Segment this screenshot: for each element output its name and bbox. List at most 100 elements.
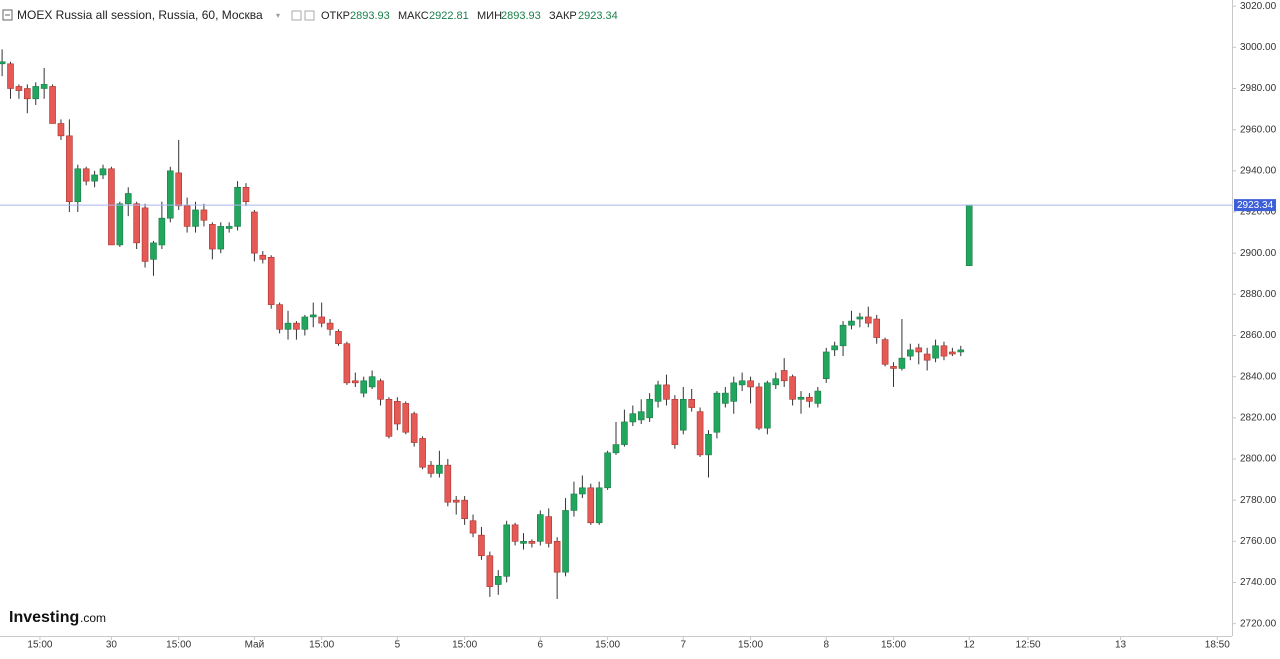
eye-icon[interactable] bbox=[291, 10, 302, 21]
candle-body bbox=[949, 351, 956, 355]
y-tick-label: 2900.00 bbox=[1240, 248, 1277, 259]
x-tick-label: Май bbox=[245, 640, 265, 651]
high-value: 2922.81 bbox=[429, 10, 469, 22]
candle-body bbox=[49, 86, 56, 124]
y-tick-label: 3000.00 bbox=[1240, 42, 1277, 53]
candle-body bbox=[604, 452, 611, 489]
candle-body bbox=[242, 187, 250, 203]
candle-body bbox=[881, 339, 889, 365]
candle-body bbox=[478, 534, 485, 557]
candle-body bbox=[856, 316, 864, 320]
candle-body bbox=[545, 516, 553, 544]
candle-body bbox=[352, 380, 359, 384]
candle-body bbox=[385, 399, 393, 437]
header: MOEX Russia all session, Russia, 60, Мос… bbox=[2, 8, 618, 22]
candle-body bbox=[621, 421, 628, 445]
candle-body bbox=[66, 135, 73, 203]
candle-body bbox=[696, 411, 704, 456]
candle-body bbox=[679, 399, 687, 431]
collapse-icon[interactable] bbox=[2, 9, 13, 21]
candle-body bbox=[32, 86, 40, 100]
candle-body bbox=[335, 331, 342, 345]
candle-body bbox=[469, 520, 477, 534]
x-tick-label: 12:50 bbox=[1016, 640, 1041, 651]
candle-body bbox=[166, 170, 174, 219]
candle-body bbox=[318, 316, 325, 324]
candle-body bbox=[797, 396, 805, 400]
x-tick-label: 13 bbox=[1115, 640, 1127, 651]
x-tick-label: 5 bbox=[395, 640, 401, 651]
brand-suffix: .com bbox=[80, 611, 106, 625]
candle-body bbox=[713, 392, 721, 433]
candle-body bbox=[0, 61, 6, 65]
candles bbox=[0, 49, 973, 599]
last-price-tag bbox=[1234, 199, 1276, 212]
candle-body bbox=[965, 204, 973, 266]
x-tick-label: 15:00 bbox=[595, 640, 620, 651]
candle-body bbox=[124, 193, 132, 205]
y-tick-label: 2860.00 bbox=[1240, 330, 1277, 341]
x-tick-label: 30 bbox=[106, 640, 118, 651]
candle-body bbox=[831, 345, 838, 351]
candle-body bbox=[595, 487, 603, 524]
candle-body bbox=[646, 399, 653, 419]
candle-body bbox=[747, 380, 754, 388]
high-label: МАКС bbox=[398, 10, 429, 22]
candle-body bbox=[587, 487, 595, 524]
candle-body bbox=[730, 382, 738, 402]
candle-body bbox=[150, 242, 157, 260]
candle-body bbox=[192, 209, 199, 227]
candle-body bbox=[200, 209, 208, 221]
x-tick-label: 7 bbox=[680, 640, 686, 651]
candle-body bbox=[234, 187, 241, 227]
candle-body bbox=[764, 382, 771, 429]
close-value: 2923.34 bbox=[578, 10, 618, 22]
candle-body bbox=[360, 380, 368, 394]
last-price-label: 2923.34 bbox=[1237, 200, 1274, 211]
y-tick-label: 2780.00 bbox=[1240, 495, 1277, 506]
candle-body bbox=[267, 256, 275, 305]
candle-body bbox=[562, 510, 569, 573]
candle-body bbox=[410, 413, 418, 443]
y-tick-label: 2820.00 bbox=[1240, 412, 1277, 423]
candle-body bbox=[108, 168, 115, 246]
x-tick-label: 15:00 bbox=[309, 640, 334, 651]
brand-name: Investing bbox=[9, 609, 79, 626]
y-tick-label: 3020.00 bbox=[1240, 1, 1277, 12]
x-tick-label: 8 bbox=[823, 640, 829, 651]
candle-body bbox=[444, 464, 452, 503]
y-tick-label: 2920.00 bbox=[1240, 207, 1277, 218]
candle-body bbox=[839, 324, 847, 347]
low-label: МИН bbox=[477, 10, 502, 22]
dropdown-icon[interactable]: ▾ bbox=[276, 11, 280, 20]
candle-body bbox=[452, 499, 460, 503]
candle-body bbox=[814, 390, 822, 404]
candle-body bbox=[461, 499, 468, 519]
candle-body bbox=[91, 174, 98, 182]
candle-body bbox=[898, 357, 906, 369]
x-tick-label: 15:00 bbox=[27, 640, 52, 651]
candle-body bbox=[183, 205, 191, 227]
candle-body bbox=[654, 384, 662, 402]
candle-body bbox=[74, 168, 82, 203]
candle-body bbox=[848, 320, 855, 326]
candle-body bbox=[251, 211, 258, 254]
settings-icon[interactable] bbox=[304, 10, 315, 21]
candle-body bbox=[402, 403, 410, 433]
candle-body bbox=[284, 322, 292, 330]
candle-body bbox=[629, 413, 637, 423]
candle-body bbox=[82, 168, 90, 182]
x-tick-label: 15:00 bbox=[738, 640, 763, 651]
candle-body bbox=[864, 316, 872, 324]
y-tick-label: 2840.00 bbox=[1240, 371, 1277, 382]
x-tick-label: 6 bbox=[538, 640, 544, 651]
candle-body bbox=[789, 376, 796, 400]
candle-body bbox=[116, 203, 124, 246]
candle-body bbox=[738, 380, 746, 386]
candle-body bbox=[368, 376, 376, 388]
candle-body bbox=[923, 353, 931, 361]
x-tick-label: 15:00 bbox=[452, 640, 477, 651]
candle-body bbox=[326, 322, 334, 330]
